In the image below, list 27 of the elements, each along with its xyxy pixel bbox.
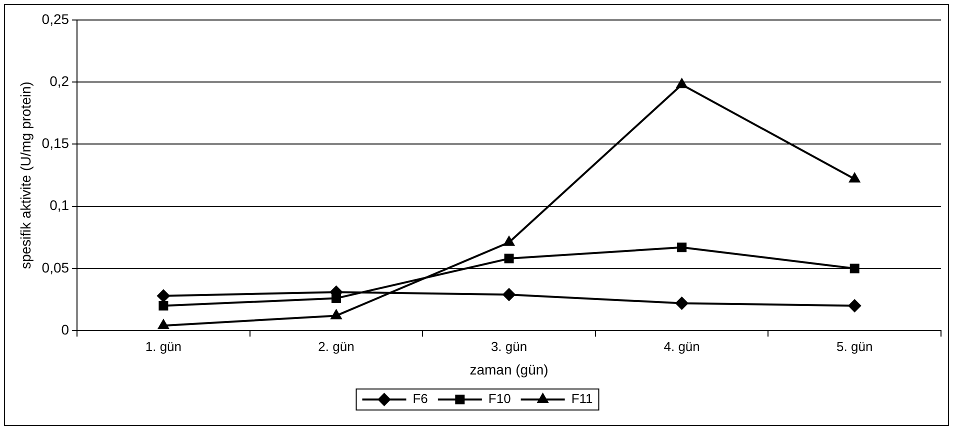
x-tick-label: 3. gün xyxy=(490,338,528,354)
point xyxy=(848,299,862,312)
y-tick-label: 0,2 xyxy=(50,72,70,89)
x-tick-label: 5. gün xyxy=(836,338,873,354)
x-tick-label: 4. gün xyxy=(664,338,700,354)
point xyxy=(676,78,688,88)
point xyxy=(156,289,170,302)
point xyxy=(675,296,688,310)
point xyxy=(158,301,168,310)
point xyxy=(848,172,860,183)
legend-label: F6 xyxy=(412,391,428,406)
legend-label: F10 xyxy=(488,391,511,406)
x-tick-label: 2. gün xyxy=(318,338,354,354)
point xyxy=(504,254,514,264)
y-tick-label: 0,1 xyxy=(50,197,70,214)
legend-label: F11 xyxy=(571,391,593,406)
y-tick-label: 0,15 xyxy=(42,135,70,152)
y-tick-label: 0 xyxy=(61,321,70,338)
y-axis-title: spesifik aktivite (U/mg protein) xyxy=(17,82,34,270)
point xyxy=(850,264,860,274)
y-tick-label: 0,25 xyxy=(42,10,70,27)
y-tick-label: 0,05 xyxy=(42,259,70,276)
point xyxy=(677,242,687,252)
x-tick-label: 1. gün xyxy=(145,338,182,354)
point xyxy=(502,288,516,302)
x-axis-title: zaman (gün) xyxy=(470,361,548,378)
point xyxy=(503,236,515,246)
